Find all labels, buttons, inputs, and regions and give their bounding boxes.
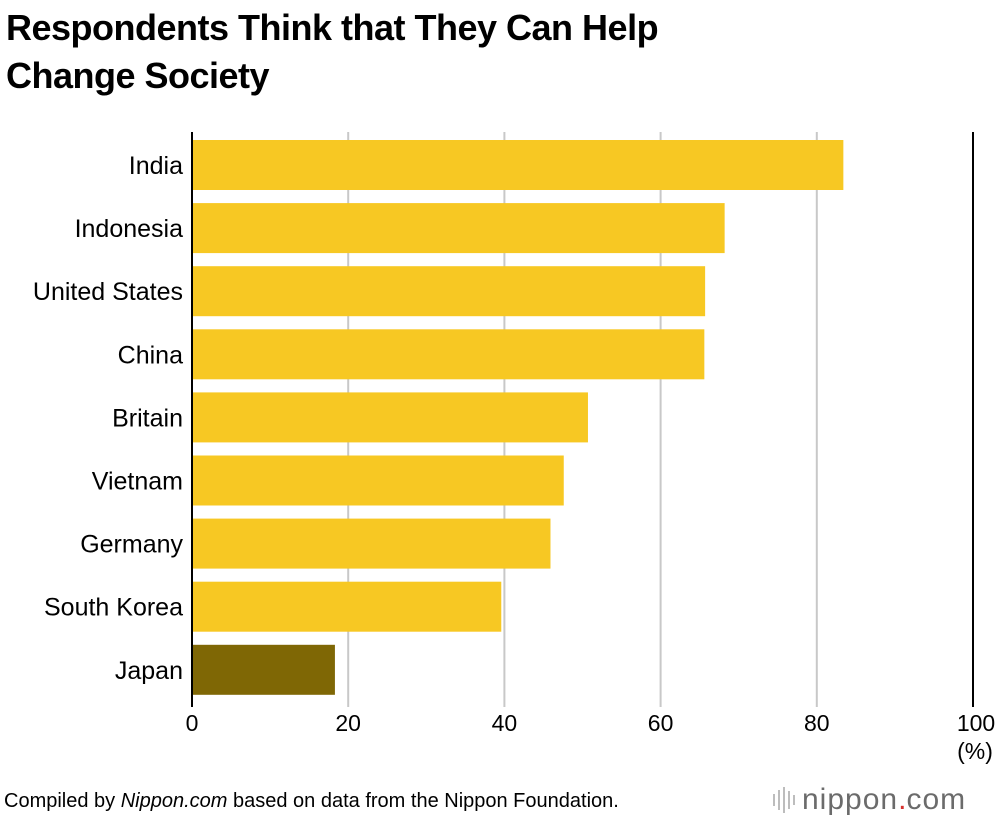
category-label-united-states: United States <box>33 278 183 306</box>
bar-south-korea <box>192 581 502 632</box>
category-label-indonesia: Indonesia <box>75 215 184 243</box>
bar-japan <box>192 644 335 695</box>
x-tick-label-60: 60 <box>648 710 674 736</box>
source-suffix: based on data from the Nippon Foundation… <box>227 790 619 812</box>
category-label-china: China <box>118 341 183 369</box>
source-note: Compiled by Nippon.com based on data fro… <box>4 790 619 813</box>
x-tick-label-20: 20 <box>335 710 361 736</box>
bar-britain <box>192 392 588 443</box>
category-label-japan: Japan <box>115 657 183 685</box>
nippon-logo: nippon. com <box>772 780 966 820</box>
category-label-vietnam: Vietnam <box>92 468 183 496</box>
bar-vietnam <box>192 455 564 506</box>
category-label-india: India <box>129 152 183 180</box>
bar-glyph-icon <box>773 787 795 813</box>
source-prefix: Compiled by <box>4 790 121 812</box>
x-tick-label-40: 40 <box>492 710 518 736</box>
bar-germany <box>192 518 551 569</box>
bar-chart: India Indonesia United States China Britain V… <box>33 132 995 764</box>
logo-word: nippon <box>802 783 899 816</box>
logo-dot: . <box>898 783 907 816</box>
chart-title: Respondents Think that They Can Help Cha… <box>6 4 966 100</box>
bar-india <box>192 140 844 190</box>
x-tick-label-0: 0 <box>186 710 199 736</box>
chart-title-line-1: Respondents Think that They Can Help <box>6 7 659 48</box>
bar-indonesia <box>192 203 725 254</box>
bar-china <box>192 329 705 380</box>
category-label-south-korea: South Korea <box>44 594 183 622</box>
x-axis-unit-label: (%) <box>957 738 993 764</box>
x-tick-label-80: 80 <box>804 710 830 736</box>
source-name: Nippon.com <box>120 790 228 812</box>
x-tick-label-100: 100 <box>957 710 995 736</box>
category-label-germany: Germany <box>80 531 183 559</box>
chart-title-line-2: Change Society <box>6 55 270 96</box>
logo-tld: com <box>906 783 967 816</box>
bar-united-states <box>192 266 706 317</box>
category-label-britain: Britain <box>112 404 183 432</box>
